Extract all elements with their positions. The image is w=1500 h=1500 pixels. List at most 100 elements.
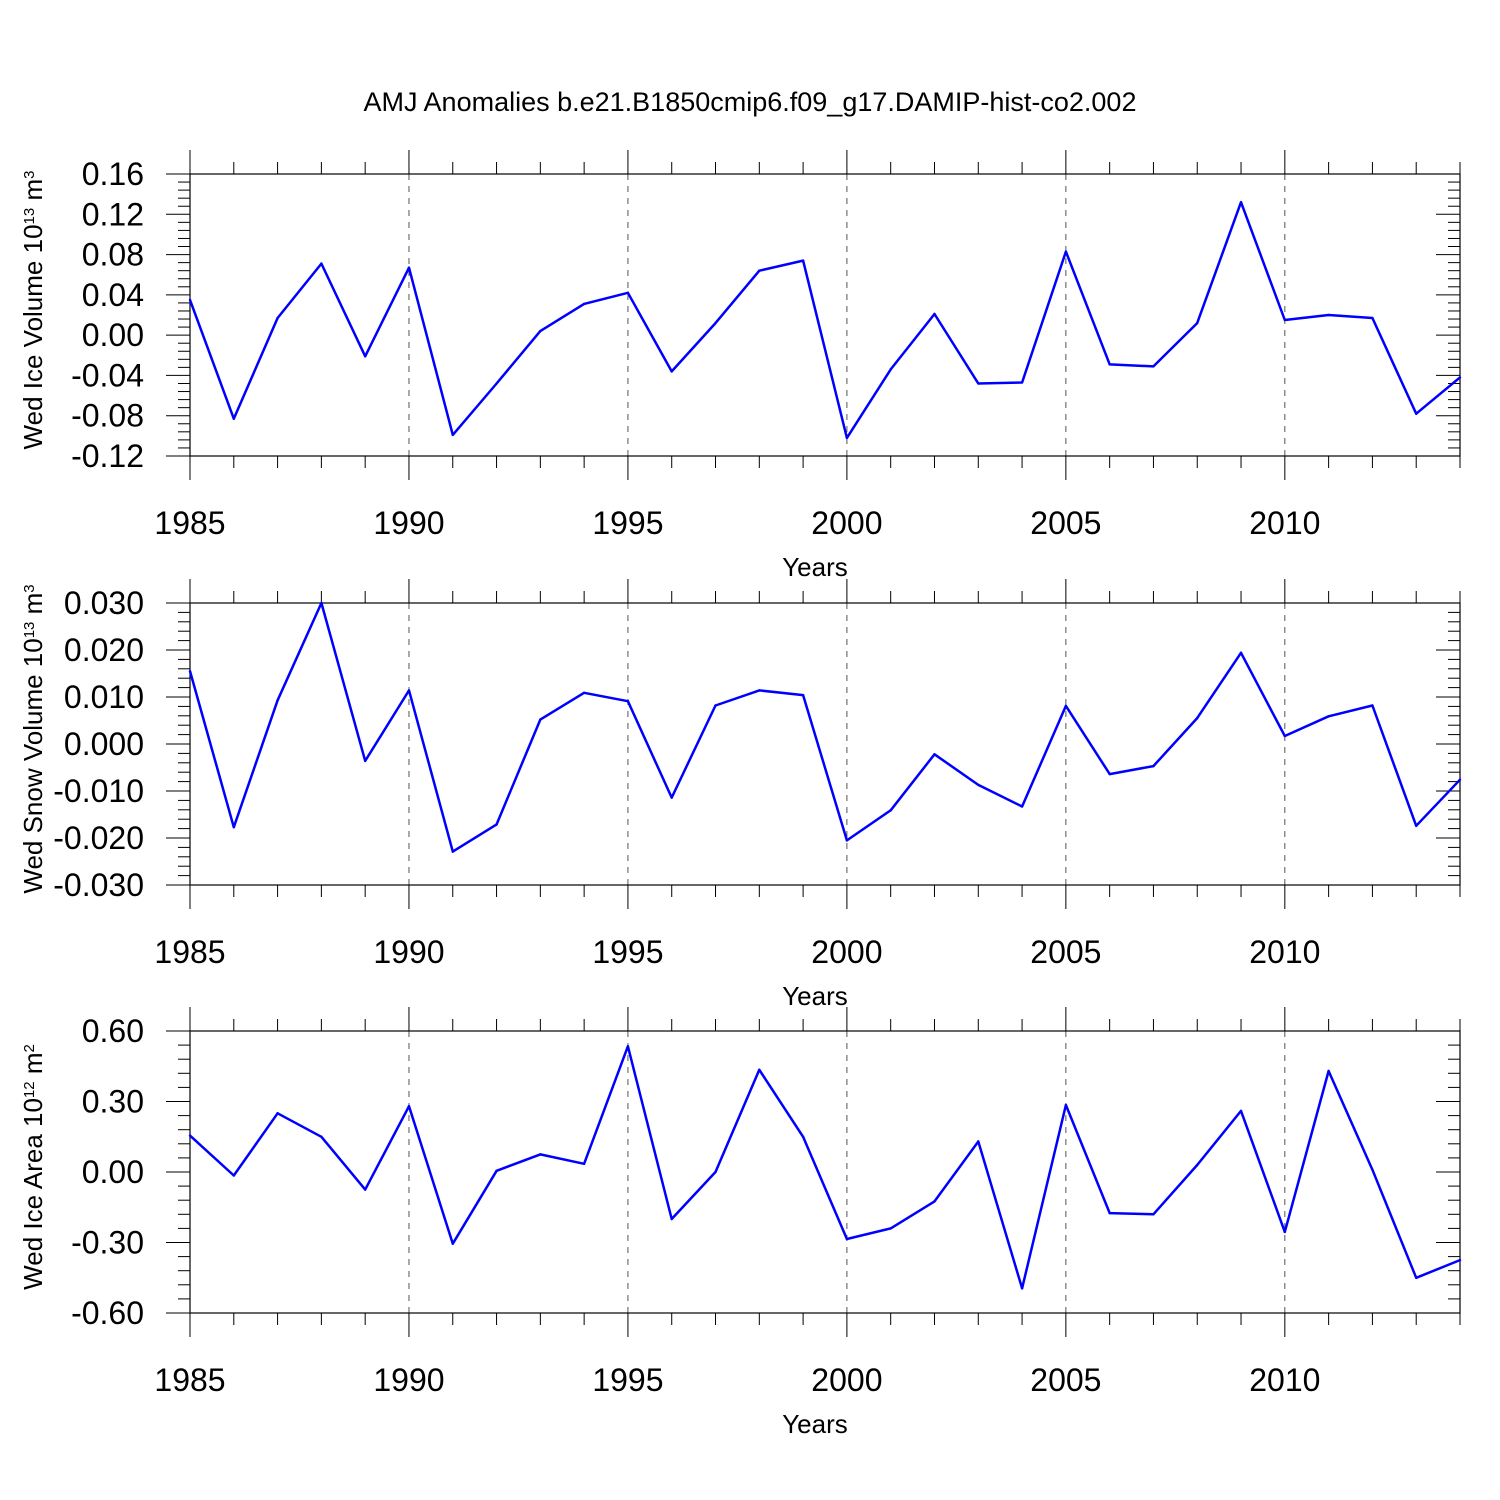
data-point-2011 bbox=[1327, 1069, 1330, 1073]
data-point-1987 bbox=[276, 1112, 279, 1115]
x-axis-label: Years bbox=[782, 552, 848, 582]
data-point-1986 bbox=[232, 1174, 235, 1177]
y-axis-label-part-ylabel_main: Wed Ice Area 10 bbox=[18, 1098, 48, 1290]
y-tick-label: 0.04 bbox=[82, 277, 144, 313]
panel-3: -0.60 -0.30 0.00 0.30 0.60 1985 1990 1995 2000 20… bbox=[18, 1007, 1462, 1439]
x-tick-label: 2010 bbox=[1249, 505, 1320, 541]
x-tick-label: 2005 bbox=[1030, 505, 1101, 541]
y-axis-label-part-ylabel_unit: m bbox=[18, 179, 48, 208]
plot-frame bbox=[189, 173, 1461, 457]
data-point-1995 bbox=[626, 1045, 630, 1048]
data-point-1999 bbox=[801, 693, 805, 697]
x-tick-label: 1995 bbox=[592, 1362, 663, 1398]
y-axis-label: Wed Ice Area 1012 m2 bbox=[18, 1044, 48, 1290]
data-point-2007 bbox=[1152, 365, 1155, 368]
data-point-1993 bbox=[539, 718, 542, 721]
data-point-1995 bbox=[626, 291, 630, 295]
data-point-1989 bbox=[363, 759, 367, 763]
data-point-2003 bbox=[977, 1140, 980, 1143]
x-tick-label: 2010 bbox=[1249, 934, 1320, 970]
data-point-2006 bbox=[1108, 772, 1111, 776]
data-point-1990 bbox=[407, 1105, 411, 1108]
data-point-1988 bbox=[320, 262, 323, 265]
data-point-2000 bbox=[845, 436, 849, 440]
y-tick-label: 0.010 bbox=[64, 679, 144, 715]
data-point-1988 bbox=[320, 1135, 323, 1138]
series-line bbox=[188, 601, 1461, 853]
data-point-1989 bbox=[363, 355, 367, 358]
x-tick-label: 1985 bbox=[154, 934, 225, 970]
data-point-1989 bbox=[363, 1188, 367, 1191]
y-tick-label: 0.08 bbox=[82, 237, 144, 273]
data-point-2014 bbox=[1458, 1258, 1462, 1262]
panel-2: -0.030 -0.020 -0.010 0.000 0.010 0.020 0.030 19… bbox=[18, 579, 1462, 1011]
data-point-2013 bbox=[1415, 412, 1418, 415]
data-point-2013 bbox=[1415, 1276, 1418, 1279]
data-point-1997 bbox=[714, 321, 717, 325]
data-point-1996 bbox=[670, 796, 673, 799]
data-point-1991 bbox=[451, 433, 454, 437]
plot-frame bbox=[189, 1030, 1461, 1314]
y-tick-label: -0.60 bbox=[71, 1295, 144, 1331]
series-line bbox=[189, 1045, 1461, 1290]
data-point-1998 bbox=[758, 269, 761, 272]
data-point-2012 bbox=[1371, 1168, 1374, 1171]
data-point-2004 bbox=[1020, 381, 1024, 384]
data-point-1998 bbox=[758, 689, 761, 692]
y-tick-label: -0.30 bbox=[71, 1225, 144, 1261]
data-point-2012 bbox=[1371, 704, 1374, 707]
data-point-2000 bbox=[845, 1237, 849, 1241]
y-tick-label: -0.010 bbox=[53, 773, 144, 809]
data-point-2000 bbox=[845, 839, 849, 842]
y-axis-label-part-ylabel_unit_exp: 2 bbox=[21, 1044, 38, 1052]
x-axis-label: Years bbox=[782, 1409, 848, 1439]
data-point-1994 bbox=[582, 691, 586, 694]
data-point-1990 bbox=[407, 266, 411, 269]
data-point-2001 bbox=[889, 368, 892, 371]
data-point-2004 bbox=[1020, 805, 1024, 808]
data-point-2006 bbox=[1108, 1211, 1111, 1215]
x-tick-label: 2005 bbox=[1030, 934, 1101, 970]
data-point-2011 bbox=[1327, 715, 1330, 718]
data-point-1997 bbox=[714, 1170, 717, 1174]
y-axis-label-part-ylabel_main: Wed Snow Volume 10 bbox=[18, 638, 48, 893]
data-point-2006 bbox=[1108, 363, 1111, 366]
data-point-1993 bbox=[539, 329, 542, 333]
x-tick-label: 1985 bbox=[154, 1362, 225, 1398]
y-tick-label: 0.00 bbox=[82, 317, 144, 353]
data-point-1991 bbox=[451, 850, 454, 853]
x-tick-label: 1985 bbox=[154, 505, 225, 541]
data-point-1992 bbox=[495, 1169, 498, 1173]
y-axis-label-part-ylabel_exp: 12 bbox=[21, 1081, 38, 1098]
data-point-2004 bbox=[1020, 1287, 1024, 1290]
data-point-1991 bbox=[451, 1242, 454, 1245]
data-point-2005 bbox=[1064, 250, 1068, 253]
data-point-1985 bbox=[188, 298, 192, 302]
data-point-1999 bbox=[801, 1135, 805, 1138]
x-tick-label: 1995 bbox=[592, 505, 663, 541]
y-axis-label-part-ylabel_exp: 13 bbox=[21, 208, 38, 225]
data-point-1994 bbox=[582, 302, 586, 306]
data-point-1992 bbox=[495, 823, 498, 826]
data-point-2009 bbox=[1239, 1109, 1243, 1113]
x-tick-label: 2005 bbox=[1030, 1362, 1101, 1398]
data-point-1998 bbox=[758, 1068, 761, 1071]
data-point-2012 bbox=[1371, 316, 1374, 320]
data-point-2008 bbox=[1196, 321, 1199, 325]
data-point-2014 bbox=[1458, 778, 1462, 781]
y-tick-label: 0.030 bbox=[64, 585, 144, 621]
data-point-2003 bbox=[977, 783, 980, 787]
data-point-1996 bbox=[670, 1217, 673, 1221]
data-point-1986 bbox=[232, 417, 235, 420]
data-point-2011 bbox=[1327, 313, 1330, 317]
y-axis-label-part-ylabel_unit: m bbox=[18, 593, 48, 622]
x-tick-label: 2000 bbox=[811, 934, 882, 970]
data-point-2008 bbox=[1196, 716, 1199, 720]
x-axis-label: Years bbox=[782, 981, 848, 1011]
data-point-1995 bbox=[626, 700, 630, 703]
data-point-2007 bbox=[1152, 764, 1155, 768]
panel-1: -0.12 -0.08 -0.04 0.00 0.04 0.08 0.12 0.16 1985 1… bbox=[18, 150, 1462, 582]
y-tick-label: -0.08 bbox=[71, 398, 144, 434]
data-point-2001 bbox=[889, 1227, 892, 1230]
